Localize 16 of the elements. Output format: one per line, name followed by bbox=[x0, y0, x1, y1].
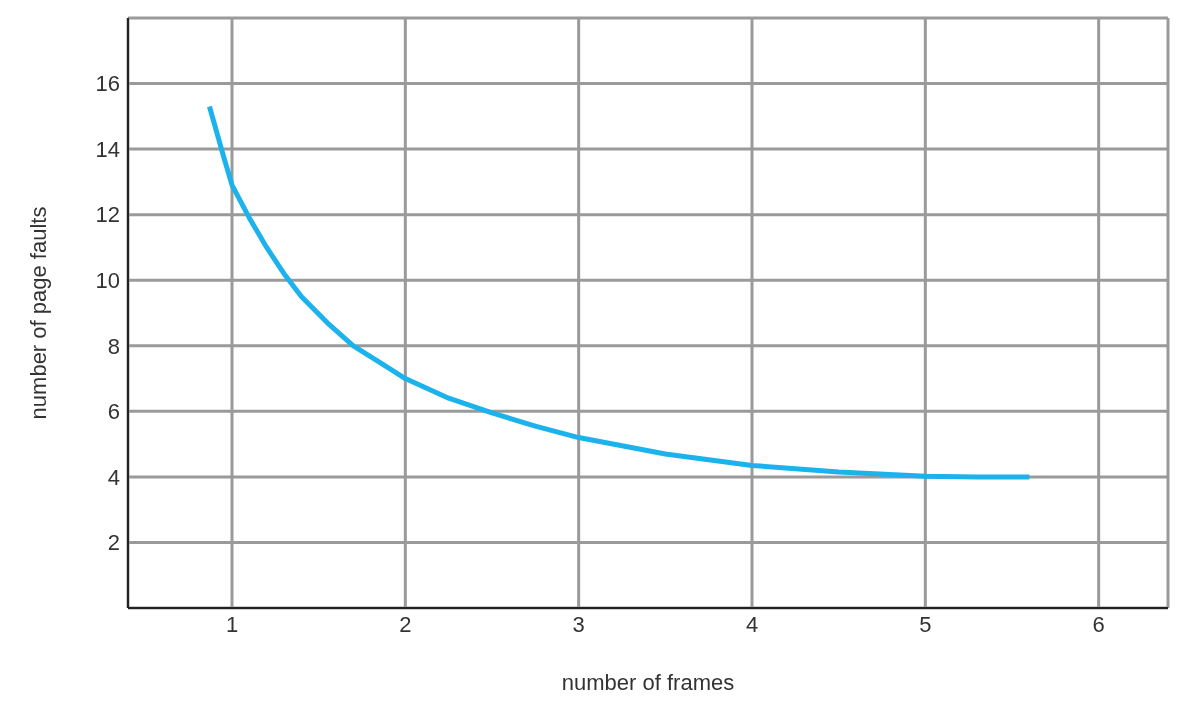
x-tick-label: 1 bbox=[225, 611, 239, 637]
x-tick-label: 5 bbox=[919, 611, 932, 637]
y-tick-label: 2 bbox=[107, 530, 120, 556]
y-tick-label: 14 bbox=[95, 136, 120, 162]
y-tick-label: 4 bbox=[107, 464, 120, 490]
x-tick-label: 6 bbox=[1092, 611, 1105, 637]
y-tick-label: 16 bbox=[95, 71, 120, 97]
y-tick-label: 8 bbox=[107, 333, 120, 359]
y-tick-label: 6 bbox=[107, 399, 120, 425]
x-tick-label: 3 bbox=[572, 611, 585, 637]
x-tick-label: 4 bbox=[745, 611, 759, 637]
x-tick-label: 2 bbox=[399, 611, 412, 637]
x-axis-title: number of frames bbox=[561, 670, 735, 695]
y-tick-label: 10 bbox=[95, 268, 120, 294]
y-axis-title: number of page faults bbox=[25, 206, 51, 420]
y-tick-label: 12 bbox=[95, 202, 120, 228]
